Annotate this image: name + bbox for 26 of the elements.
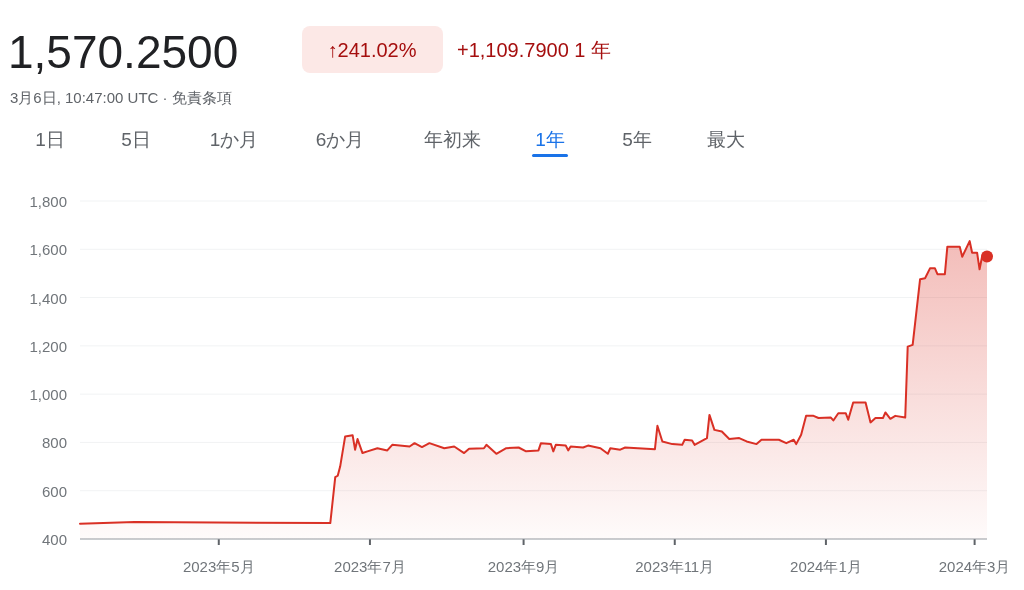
text: 5年 [622, 129, 652, 150]
x-tick-label: 2024年3月 [938, 558, 1011, 575]
chart-subtitle: 3月6日, 10:47:00 UTC · 免責条項 [10, 89, 232, 106]
y-tick-label: 1,400 [29, 289, 67, 307]
y-tick-label: 1,200 [29, 337, 67, 355]
x-tick-label: 2023年9月 [487, 558, 560, 575]
y-tick-label: 400 [41, 531, 67, 548]
chart-title: 1,570.2500 [8, 26, 239, 78]
x-tick-label: 2023年5月 [182, 558, 255, 575]
x-tick-label: 2023年7月 [334, 558, 406, 575]
y-tick-label: 800 [41, 434, 67, 452]
text: 年初来 [423, 129, 481, 150]
x-tick-label: 2023年11月 [635, 558, 715, 575]
y-tick-label: 600 [41, 482, 67, 500]
y-tick-label: 1,800 [29, 193, 67, 210]
x-tick-label: 2024年1月 [790, 558, 862, 575]
text: +1,109.7900 1 年 [457, 39, 612, 61]
y-tick-label: 1,000 [29, 386, 67, 404]
text: 最大 [707, 129, 745, 150]
text: ↑241.02% [327, 39, 417, 61]
y-tick-label: 1,600 [29, 241, 67, 259]
text: 1年 [535, 129, 565, 150]
text: 5日 [121, 129, 151, 150]
text: 1か月 [209, 129, 259, 150]
text: 6か月 [315, 129, 365, 150]
text: 1日 [35, 129, 65, 150]
